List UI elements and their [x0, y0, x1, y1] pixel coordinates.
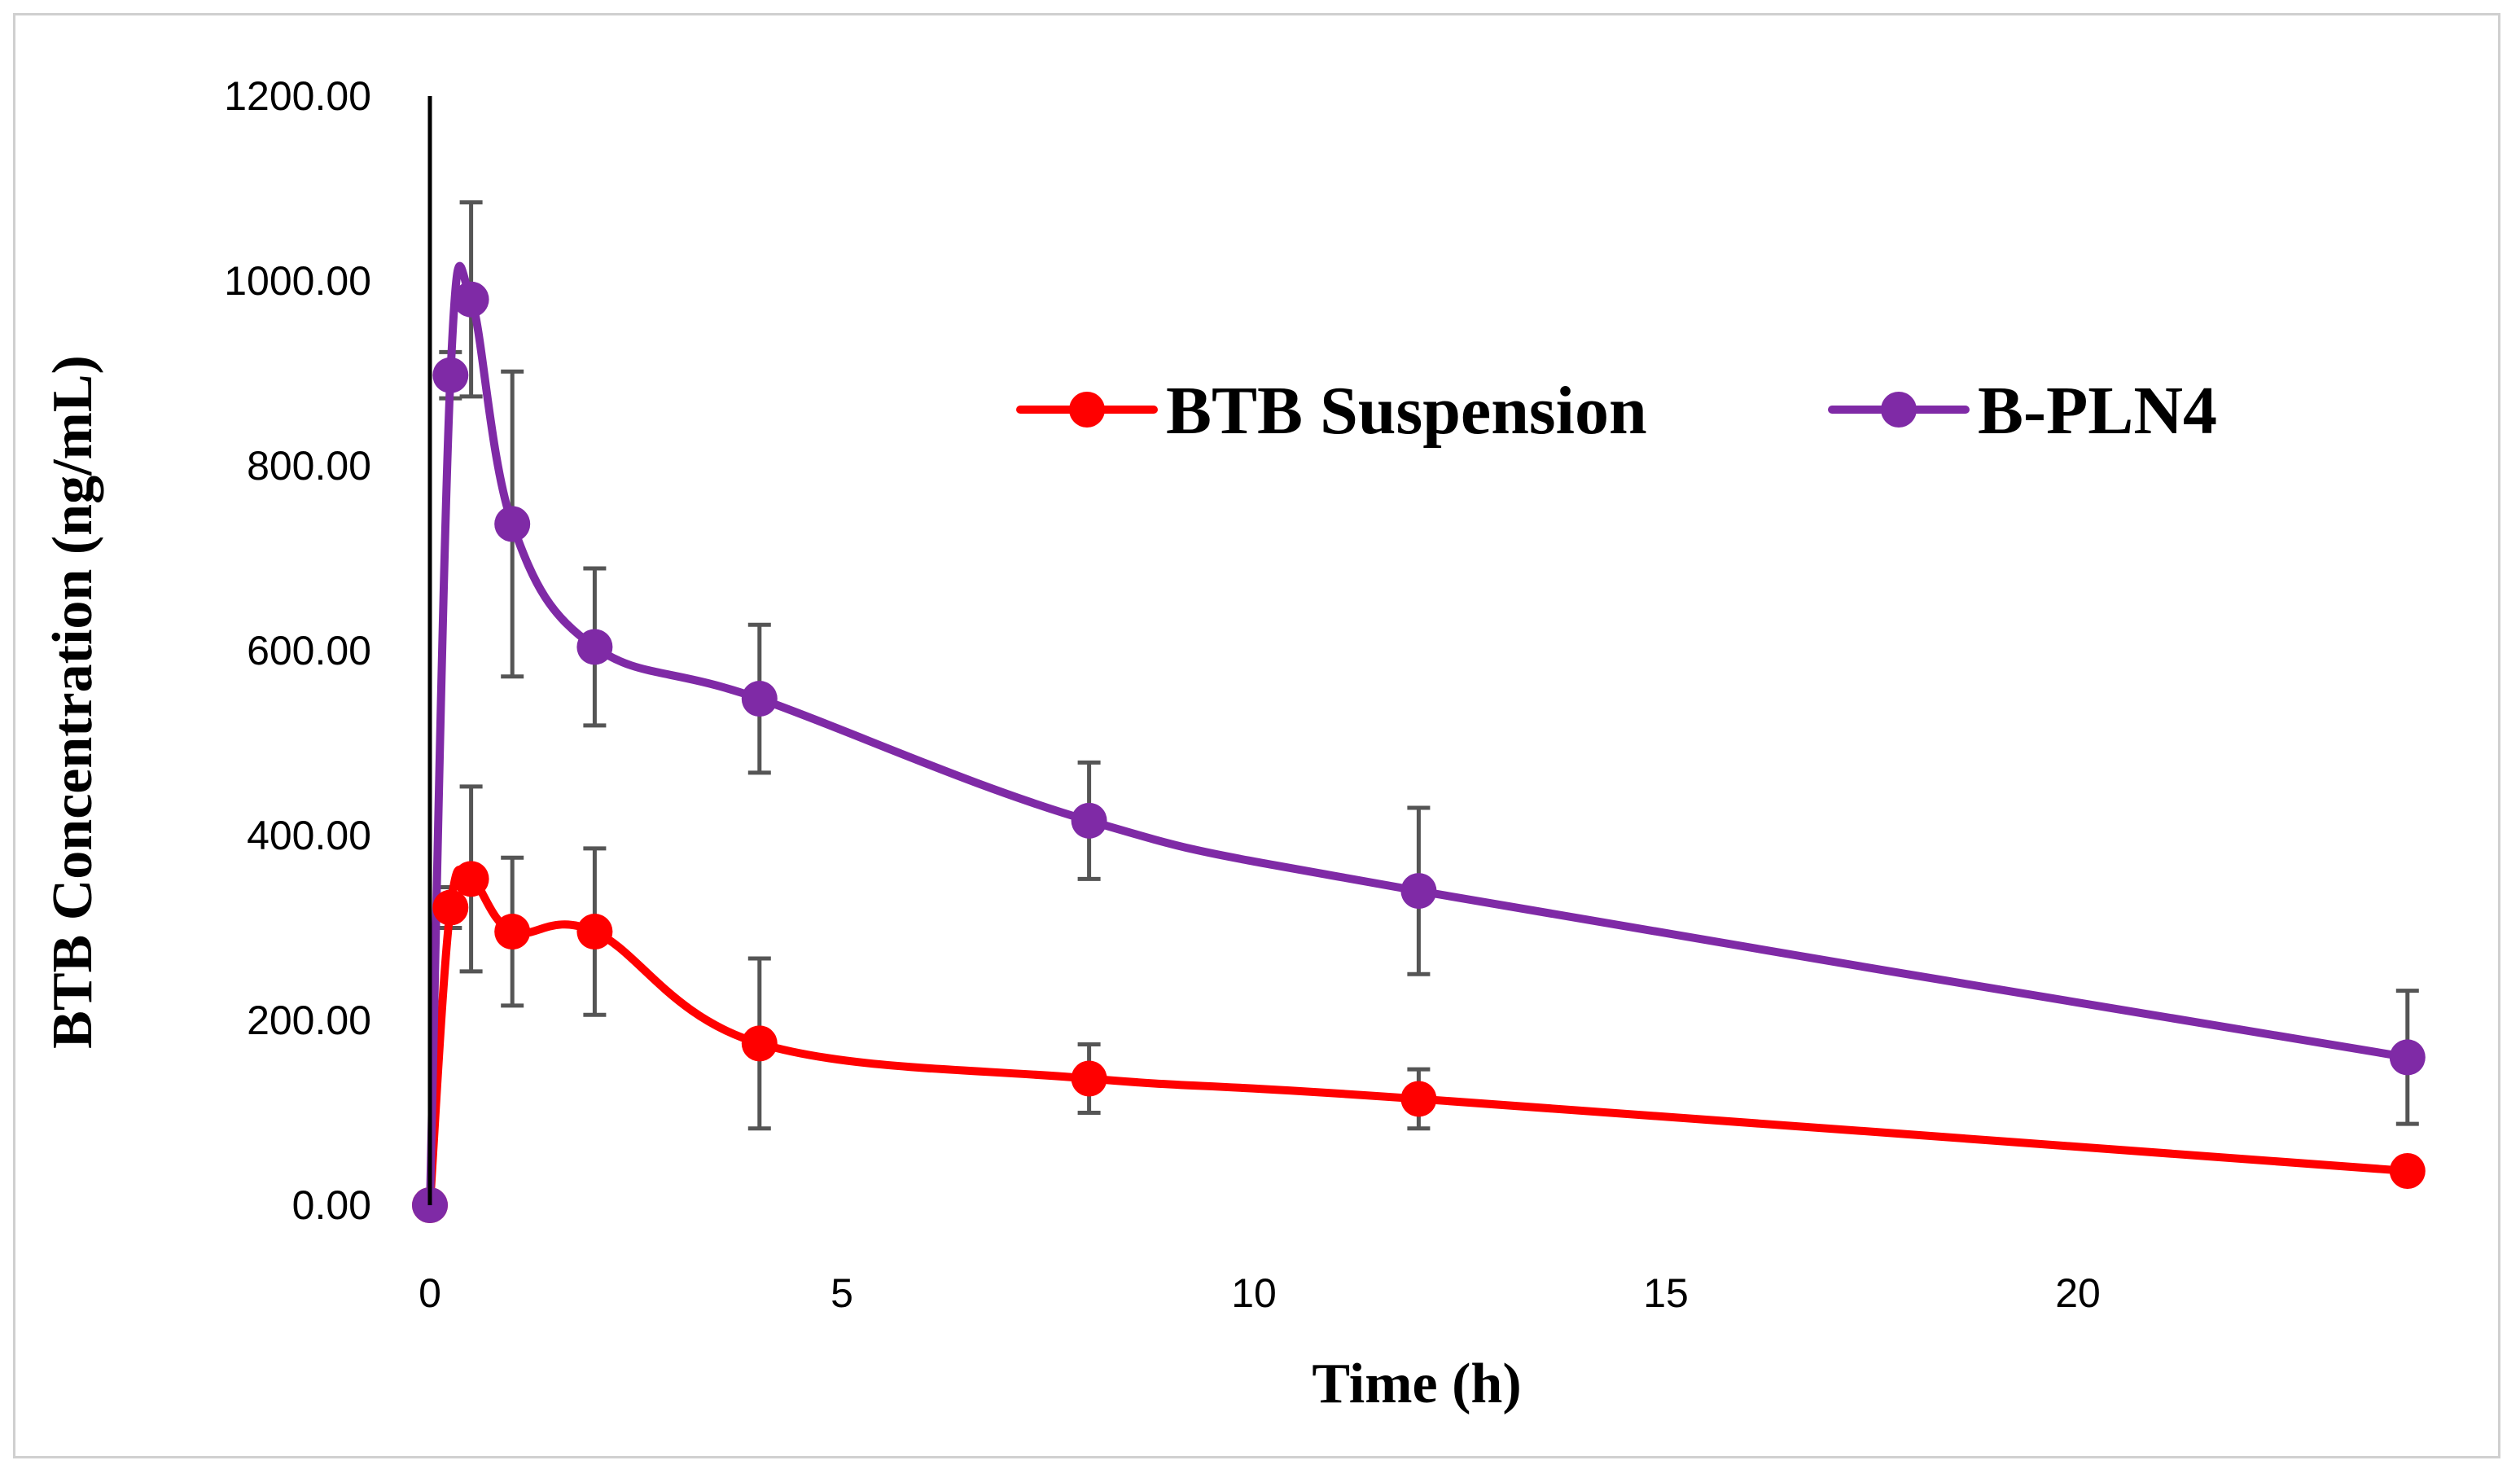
legend-label-b-pln4: B-PLN4 [1978, 373, 2217, 449]
data-point-btb-suspension [2389, 1153, 2426, 1190]
data-point-btb-suspension [453, 861, 489, 897]
y-tick-label: 200.00 [247, 998, 371, 1043]
data-point-b-pln4 [453, 281, 489, 318]
data-point-btb-suspension [494, 914, 531, 950]
error-bars [439, 200, 2419, 1131]
legend-marker-b-pln4 [1881, 392, 1917, 428]
data-point-b-pln4 [741, 681, 778, 717]
data-point-b-pln4 [432, 357, 469, 393]
legend: BTB Suspension B-PLN4 [1016, 373, 2217, 449]
y-tick-label: 0.00 [292, 1182, 371, 1228]
y-tick-label: 1200.00 [224, 73, 371, 119]
legend-label-btb-suspension: BTB Suspension [1166, 373, 1647, 449]
y-tick-label: 600.00 [247, 628, 371, 673]
x-tick-label: 10 [1231, 1270, 1277, 1316]
data-point-btb-suspension [576, 914, 613, 950]
data-point-btb-suspension [432, 889, 469, 926]
data-point-b-pln4 [1071, 802, 1107, 839]
legend-marker-btb-suspension [1069, 392, 1105, 428]
x-axis-title: Time (h) [1312, 1353, 1521, 1415]
data-point-btb-suspension [741, 1025, 778, 1062]
series-line-b-pln4 [426, 261, 2412, 1209]
y-tick-label: 1000.00 [224, 258, 371, 304]
y-axis-title: BTB Concentration (ng/mL) [42, 355, 104, 1049]
x-tick-label: 5 [831, 1270, 853, 1316]
data-points [412, 281, 2426, 1223]
data-point-b-pln4 [494, 506, 531, 542]
data-point-btb-suspension [1400, 1081, 1437, 1117]
y-tick-label: 400.00 [247, 813, 371, 858]
data-point-b-pln4 [2389, 1039, 2426, 1076]
data-point-btb-suspension [1071, 1060, 1107, 1097]
legend-item-b-pln4: B-PLN4 [1828, 373, 2217, 449]
legend-item-btb-suspension: BTB Suspension [1016, 373, 1647, 449]
x-tick-label: 15 [1643, 1270, 1689, 1316]
x-tick-label: 20 [2055, 1270, 2101, 1316]
y-tick-label: 800.00 [247, 443, 371, 489]
data-point-b-pln4 [576, 629, 613, 665]
y-tick-labels: 0.00 200.00 400.00 600.00 800.00 1000.00 1200.… [224, 73, 371, 1228]
data-point-b-pln4 [1400, 873, 1437, 910]
x-tick-labels: 0 5 10 15 20 [419, 1270, 2101, 1316]
x-tick-label: 0 [419, 1270, 441, 1316]
